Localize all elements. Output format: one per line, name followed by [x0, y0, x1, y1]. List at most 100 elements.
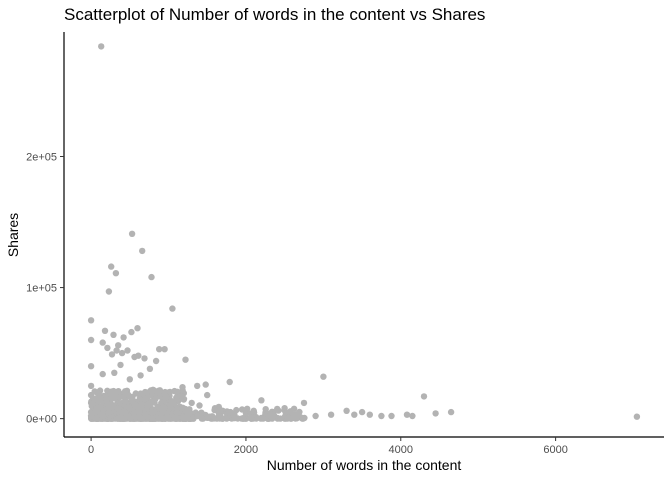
data-point [275, 407, 282, 414]
data-point [131, 401, 138, 408]
data-point [204, 414, 211, 421]
data-point [99, 370, 106, 378]
data-point [290, 405, 298, 412]
data-point [89, 400, 96, 407]
data-point [118, 349, 126, 357]
data-point [124, 347, 131, 354]
data-point [178, 405, 185, 412]
data-point [116, 393, 124, 401]
data-point [258, 397, 265, 404]
data-point [97, 404, 104, 411]
x-axis: 0 2000 4000 6000 [64, 436, 664, 456]
y-axis-title: Shares [5, 213, 21, 257]
data-point [173, 396, 181, 403]
data-point [115, 388, 122, 395]
data-point [131, 353, 138, 361]
data-point [87, 382, 95, 390]
data-point [87, 336, 95, 344]
data-point [196, 402, 203, 409]
data-point [146, 365, 154, 372]
data-point [173, 409, 180, 417]
data-point [161, 346, 168, 353]
data-point [327, 411, 335, 418]
data-point [98, 43, 105, 50]
data-point [99, 413, 107, 420]
data-point [110, 331, 117, 338]
data-point [108, 388, 115, 395]
data-point [121, 409, 129, 416]
data-point [231, 414, 238, 422]
data-point [204, 391, 211, 399]
data-point [223, 415, 230, 422]
data-point [115, 342, 122, 349]
data-point [111, 369, 118, 376]
data-point [312, 412, 319, 420]
data-point [115, 405, 123, 412]
data-point [105, 409, 113, 416]
data-point [113, 347, 120, 354]
data-point [148, 273, 155, 281]
data-point [128, 328, 135, 336]
data-point [420, 393, 428, 400]
data-point [179, 387, 186, 394]
data-point [633, 413, 641, 420]
data-point [378, 412, 385, 420]
data-point [351, 411, 358, 418]
data-point [248, 414, 255, 421]
x-tick-label: 6000 [543, 444, 567, 456]
data-point [253, 415, 260, 422]
data-point [267, 410, 274, 418]
data-point [105, 403, 113, 411]
data-point [134, 325, 141, 332]
data-point [105, 288, 113, 295]
y-tick-label: 2e+05 [26, 152, 57, 164]
data-point [149, 415, 156, 422]
data-point [179, 414, 186, 421]
data-point [110, 403, 118, 410]
data-point [403, 411, 411, 418]
data-point [152, 395, 159, 402]
data-point [185, 408, 193, 416]
data-point [156, 405, 163, 412]
data-point [216, 415, 224, 422]
data-point [103, 396, 110, 403]
data-point [87, 317, 95, 324]
y-tick-label: 1e+05 [26, 283, 57, 295]
data-point [162, 394, 169, 401]
data-point [144, 394, 151, 401]
data-point [139, 247, 146, 255]
data-point [409, 412, 416, 420]
data-point [138, 404, 145, 411]
data-point [141, 355, 148, 362]
data-point [259, 415, 267, 422]
data-point [320, 373, 327, 380]
data-point [126, 376, 133, 383]
x-tick-label: 4000 [389, 444, 413, 456]
data-point [182, 356, 189, 363]
x-axis-title: Number of words in the content [267, 457, 462, 473]
data-point [128, 230, 136, 237]
data-point [104, 344, 111, 352]
data-point [178, 392, 185, 400]
data-point [108, 395, 116, 402]
data-point [284, 415, 291, 422]
data-point [157, 411, 165, 418]
data-point [194, 382, 201, 390]
x-tick-label: 0 [88, 444, 94, 456]
data-point [188, 399, 195, 407]
data-point [300, 399, 308, 407]
data-point [99, 339, 106, 346]
data-point [117, 361, 124, 369]
data-point [233, 406, 240, 414]
data-point [244, 405, 251, 412]
chart-title: Scatterplot of Number of words in the co… [64, 5, 485, 24]
data-point [366, 411, 373, 418]
data-point [143, 389, 150, 396]
data-point [141, 411, 149, 418]
data-point [447, 408, 455, 416]
data-point [96, 394, 103, 401]
data-point [87, 363, 95, 370]
y-tick-label: 0e+00 [26, 414, 57, 426]
data-point [120, 334, 127, 341]
